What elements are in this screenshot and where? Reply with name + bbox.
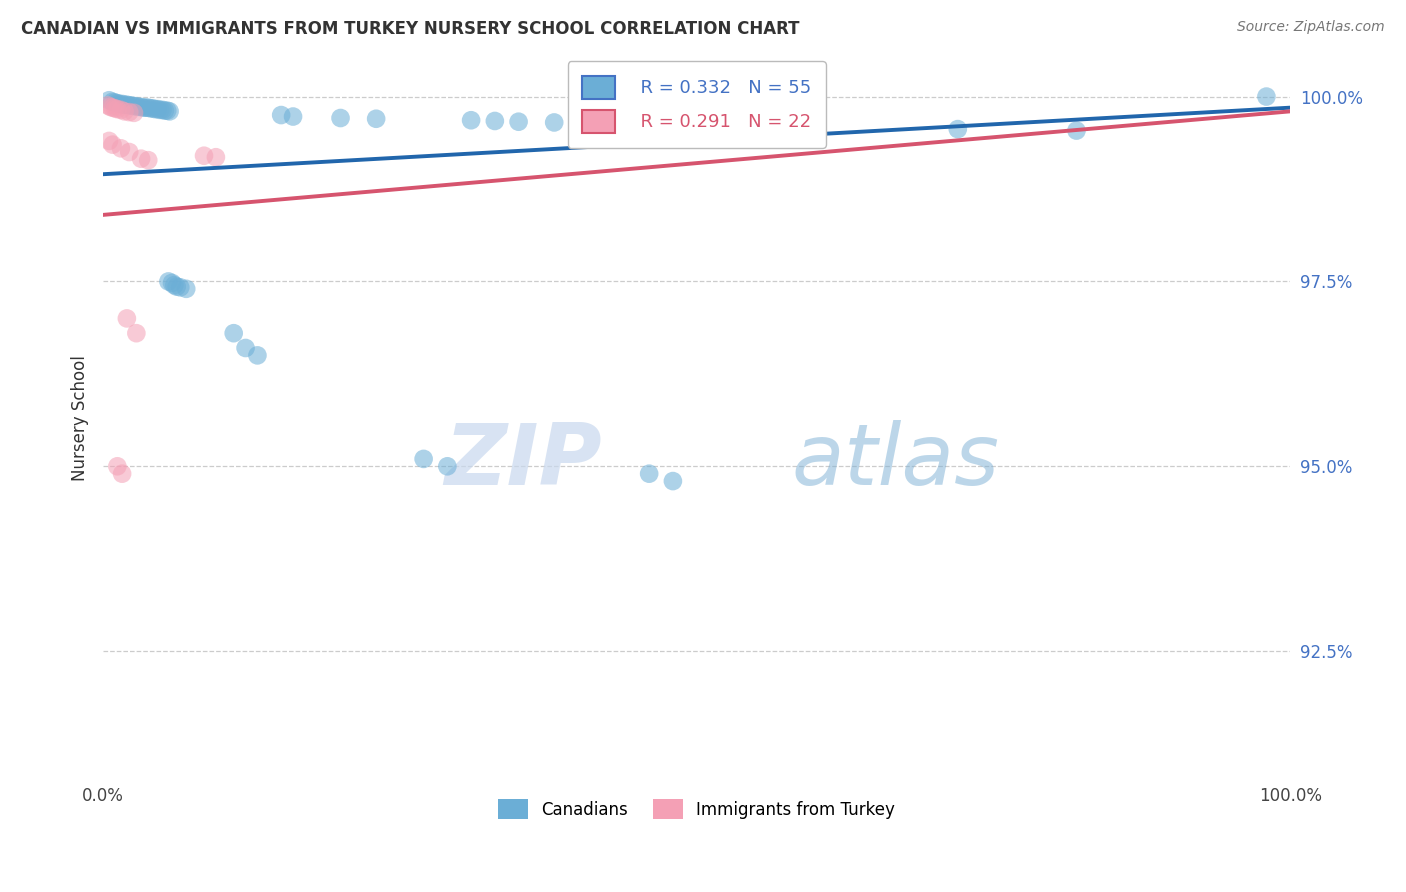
Point — [115, 311, 138, 326]
Point — [366, 112, 388, 126]
Point — [118, 98, 141, 112]
Point — [128, 100, 150, 114]
Point — [143, 102, 166, 116]
Point — [122, 106, 145, 120]
Point — [114, 97, 136, 112]
Point — [205, 150, 228, 164]
Point — [136, 153, 159, 168]
Point — [110, 103, 132, 117]
Text: atlas: atlas — [792, 420, 1000, 503]
Point — [110, 141, 132, 155]
Point — [804, 120, 827, 135]
Point — [125, 99, 148, 113]
Point — [412, 451, 434, 466]
Text: Source: ZipAtlas.com: Source: ZipAtlas.com — [1237, 20, 1385, 34]
Point — [132, 101, 155, 115]
Point — [756, 119, 779, 133]
Point — [101, 101, 124, 115]
Legend: Canadians, Immigrants from Turkey: Canadians, Immigrants from Turkey — [491, 792, 903, 826]
Point — [104, 102, 127, 116]
Point — [235, 341, 257, 355]
Point — [114, 104, 136, 119]
Point — [169, 280, 191, 294]
Point — [122, 99, 145, 113]
Point — [436, 459, 458, 474]
Point — [108, 97, 131, 112]
Point — [98, 100, 121, 114]
Point — [129, 100, 152, 114]
Point — [460, 113, 482, 128]
Point — [135, 101, 157, 115]
Point — [159, 104, 181, 119]
Point — [129, 152, 152, 166]
Point — [104, 95, 127, 110]
Point — [121, 98, 143, 112]
Point — [105, 96, 128, 111]
Point — [111, 467, 134, 481]
Point — [508, 114, 530, 128]
Point — [157, 275, 180, 289]
Point — [484, 114, 506, 128]
Text: CANADIAN VS IMMIGRANTS FROM TURKEY NURSERY SCHOOL CORRELATION CHART: CANADIAN VS IMMIGRANTS FROM TURKEY NURSE… — [21, 20, 800, 37]
Point — [101, 137, 124, 152]
Point — [146, 102, 169, 116]
Point — [115, 97, 138, 112]
Point — [174, 282, 197, 296]
Y-axis label: Nursery School: Nursery School — [72, 355, 89, 481]
Point — [153, 103, 176, 118]
Point — [98, 93, 121, 107]
Point — [118, 105, 141, 120]
Point — [97, 98, 120, 112]
Point — [118, 145, 141, 159]
Point — [329, 111, 352, 125]
Point — [246, 348, 269, 362]
Point — [105, 459, 128, 474]
Point — [614, 118, 637, 132]
Point — [142, 102, 165, 116]
Point — [163, 278, 186, 293]
Point — [160, 276, 183, 290]
Point — [111, 97, 134, 112]
Point — [270, 108, 292, 122]
Point — [1256, 89, 1278, 103]
Point — [125, 326, 148, 341]
Point — [662, 474, 685, 488]
Point — [193, 149, 215, 163]
Point — [156, 103, 179, 118]
Point — [101, 95, 124, 109]
Point — [591, 117, 613, 131]
Point — [567, 116, 589, 130]
Point — [638, 467, 661, 481]
Point — [166, 279, 188, 293]
Point — [543, 115, 565, 129]
Point — [149, 103, 172, 117]
Point — [139, 102, 162, 116]
Point — [136, 101, 159, 115]
Point — [152, 103, 174, 117]
Point — [98, 134, 121, 148]
Point — [946, 122, 969, 136]
Point — [105, 102, 128, 116]
Point — [222, 326, 245, 341]
Point — [1066, 123, 1088, 137]
Point — [281, 110, 304, 124]
Point — [754, 93, 776, 107]
Text: ZIP: ZIP — [444, 420, 602, 503]
